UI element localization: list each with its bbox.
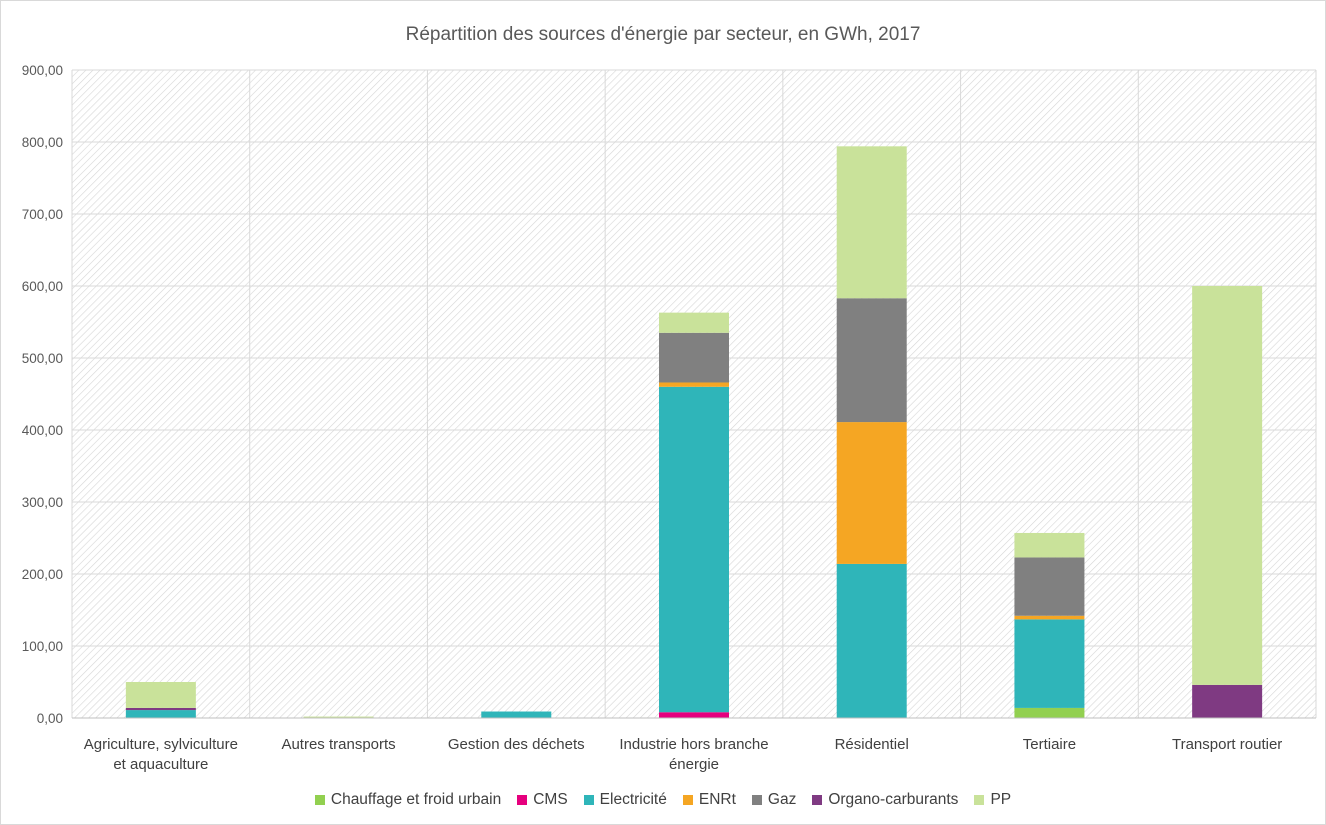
y-tick-label: 0,00 xyxy=(37,711,63,726)
bar-segment xyxy=(836,422,907,564)
legend-swatch xyxy=(682,795,693,805)
y-tick-label: 300,00 xyxy=(22,495,63,510)
legend-item: PP xyxy=(974,791,1011,809)
legend-label: Gaz xyxy=(767,791,797,808)
legend-item: ENRt xyxy=(682,791,736,809)
y-tick-label: 200,00 xyxy=(22,567,63,582)
bar-segment xyxy=(836,146,907,299)
bar-segment xyxy=(659,712,729,718)
bar-segment xyxy=(659,382,729,387)
y-tick-label: 600,00 xyxy=(22,279,63,294)
legend-item: Chauffage et froid urbain xyxy=(314,791,502,809)
x-tick-label: énergie xyxy=(669,756,719,773)
legend-swatch xyxy=(583,795,594,805)
legend-item: CMS xyxy=(517,791,568,809)
bar-segment xyxy=(659,312,729,333)
bar-segment xyxy=(1014,615,1085,620)
legend-item: Organo-carburants xyxy=(812,791,958,809)
legend-swatch xyxy=(314,795,325,805)
bar-segment xyxy=(125,682,196,708)
bar-segment xyxy=(125,710,196,718)
chart-legend: Chauffage et froid urbain CMS Electricité E… xyxy=(0,791,1326,809)
bar-segment xyxy=(481,711,552,718)
legend-item: Electricité xyxy=(583,791,667,809)
x-tick-label: Tertiaire xyxy=(1023,736,1076,753)
x-tick-label: Industrie hors branche xyxy=(619,736,768,753)
bar-segment xyxy=(1014,619,1085,708)
legend-label: PP xyxy=(990,791,1012,808)
x-tick-label: Gestion des déchets xyxy=(448,736,585,753)
x-tick-label: et aquaculture xyxy=(113,756,208,773)
x-tick-label: Transport routier xyxy=(1172,736,1282,753)
bar-segment xyxy=(1192,684,1263,718)
legend-label: CMS xyxy=(533,791,568,808)
chart-title: Répartition des sources d'énergie par se… xyxy=(405,24,921,45)
x-tick-label: Résidentiel xyxy=(835,736,909,753)
y-tick-label: 800,00 xyxy=(22,135,63,150)
y-tick-label: 900,00 xyxy=(22,63,63,78)
bar-segment xyxy=(1014,557,1085,616)
bar-segment xyxy=(659,332,729,383)
legend-swatch xyxy=(974,795,985,805)
bar-segment xyxy=(125,707,196,711)
bar-segment xyxy=(1014,707,1085,718)
x-tick-label: Autres transports xyxy=(281,736,395,753)
legend-label: ENRt xyxy=(698,791,736,808)
y-tick-label: 100,00 xyxy=(22,639,63,654)
y-tick-label: 700,00 xyxy=(22,207,63,222)
legend-item: Gaz xyxy=(751,791,797,809)
y-tick-label: 500,00 xyxy=(22,351,63,366)
legend-swatch xyxy=(812,795,823,805)
legend-label: Chauffage et froid urbain xyxy=(330,791,502,808)
legend-label: Organo-carburants xyxy=(828,791,959,808)
bar-segment xyxy=(1014,532,1085,558)
y-tick-label: 400,00 xyxy=(22,423,63,438)
x-tick-label: Agriculture, sylviculture xyxy=(84,736,238,753)
bar-segment xyxy=(836,298,907,423)
bar-segment xyxy=(659,386,729,713)
bar-segment xyxy=(836,563,907,718)
legend-label: Electricité xyxy=(599,791,667,808)
legend-swatch xyxy=(751,795,762,805)
bar-segment xyxy=(303,716,374,718)
legend-swatch xyxy=(517,795,528,805)
bar-segment xyxy=(1192,286,1263,685)
